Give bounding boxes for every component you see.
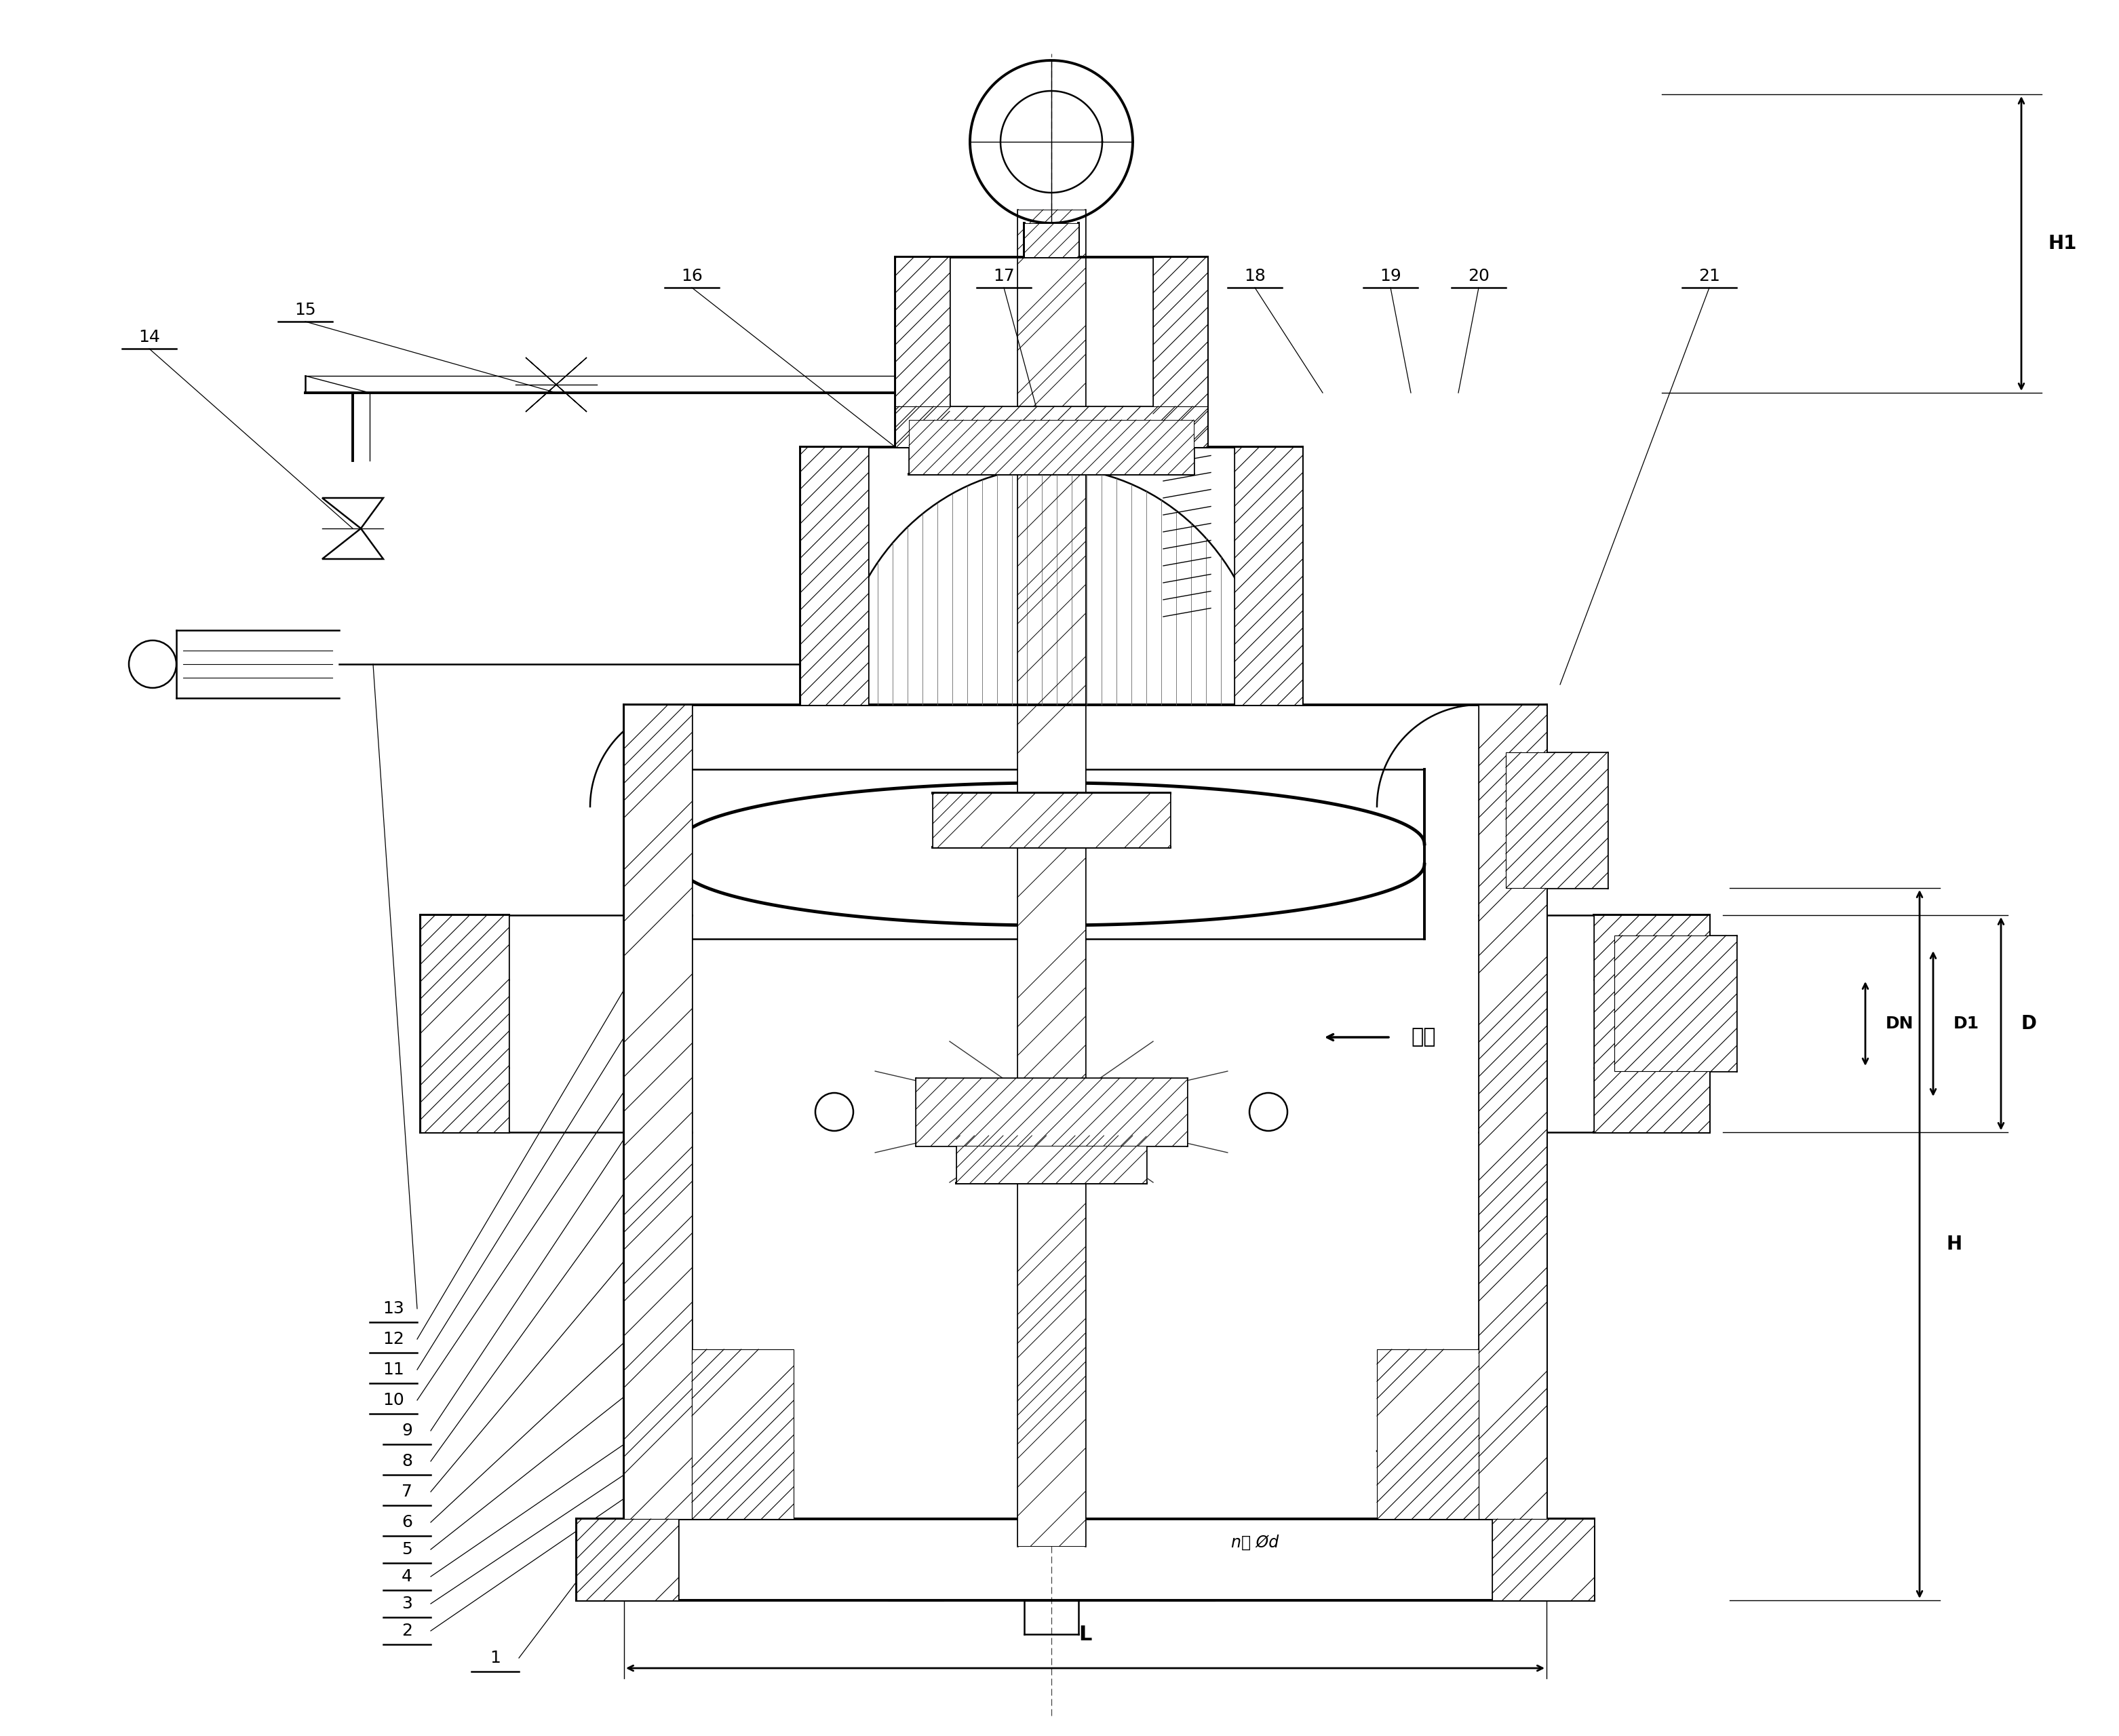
Polygon shape	[526, 358, 587, 411]
Bar	[1615, 936, 1735, 1071]
Bar	[576, 1519, 678, 1601]
Text: 8: 8	[403, 1453, 413, 1469]
Text: H1: H1	[2049, 234, 2077, 253]
Bar	[932, 793, 1170, 847]
Bar	[801, 448, 869, 705]
Text: L: L	[1079, 1625, 1091, 1644]
Bar	[623, 705, 693, 1519]
Text: 19: 19	[1379, 267, 1401, 285]
Bar	[896, 406, 1208, 448]
Bar	[576, 1519, 678, 1601]
Text: D: D	[2022, 1014, 2036, 1033]
Text: 5: 5	[403, 1542, 413, 1557]
Bar	[1153, 257, 1208, 448]
Bar	[896, 257, 949, 448]
Text: 14: 14	[138, 330, 161, 345]
Text: 6: 6	[403, 1514, 413, 1531]
Bar	[909, 420, 1193, 474]
Text: D1: D1	[1954, 1016, 1979, 1031]
Text: 7: 7	[403, 1484, 413, 1500]
Bar	[956, 1135, 1146, 1184]
Text: DN: DN	[1886, 1016, 1913, 1031]
Bar	[1507, 752, 1608, 889]
Polygon shape	[526, 358, 587, 411]
Text: 进口: 进口	[1411, 1028, 1435, 1047]
Bar	[1377, 1349, 1479, 1519]
Text: n－ Ød: n－ Ød	[1231, 1535, 1278, 1550]
Polygon shape	[1168, 378, 1208, 413]
Bar	[1479, 705, 1547, 1519]
Bar	[896, 406, 1208, 448]
Bar	[1492, 1519, 1593, 1601]
Text: 4: 4	[403, 1568, 413, 1585]
Bar	[1492, 1519, 1593, 1601]
Text: 11: 11	[384, 1361, 405, 1378]
Bar	[1017, 210, 1085, 1547]
Bar	[915, 1078, 1187, 1146]
Text: 9: 9	[403, 1422, 413, 1439]
Text: 13: 13	[384, 1300, 405, 1316]
Bar	[909, 420, 1193, 474]
Bar	[693, 1349, 795, 1519]
Bar	[1615, 936, 1735, 1071]
Bar	[1017, 210, 1085, 1547]
Bar	[623, 705, 693, 1519]
Bar	[1377, 1349, 1479, 1519]
Text: 2: 2	[403, 1623, 413, 1639]
Bar	[1023, 224, 1079, 257]
Text: 15: 15	[295, 302, 316, 318]
Bar	[420, 915, 509, 1132]
Bar	[1153, 257, 1208, 448]
Bar	[896, 257, 949, 448]
Text: 16: 16	[680, 267, 704, 285]
Bar	[956, 1135, 1146, 1184]
Bar	[1593, 915, 1710, 1132]
Text: 20: 20	[1468, 267, 1490, 285]
Text: 3: 3	[403, 1595, 413, 1611]
Text: 18: 18	[1244, 267, 1265, 285]
Bar	[1023, 224, 1079, 257]
Text: 12: 12	[384, 1332, 405, 1347]
Text: H: H	[1947, 1234, 1962, 1253]
Bar	[420, 915, 509, 1132]
Bar	[915, 1078, 1187, 1146]
Text: 10: 10	[384, 1392, 405, 1408]
Bar	[801, 448, 869, 705]
Bar	[693, 1349, 795, 1519]
Bar	[932, 793, 1170, 847]
Text: 17: 17	[994, 267, 1015, 285]
Text: 21: 21	[1699, 267, 1721, 285]
Bar	[1479, 705, 1547, 1519]
Text: 1: 1	[489, 1649, 500, 1667]
Bar	[1235, 448, 1303, 705]
Bar	[1507, 752, 1608, 889]
Bar	[1593, 915, 1710, 1132]
Bar	[1235, 448, 1303, 705]
